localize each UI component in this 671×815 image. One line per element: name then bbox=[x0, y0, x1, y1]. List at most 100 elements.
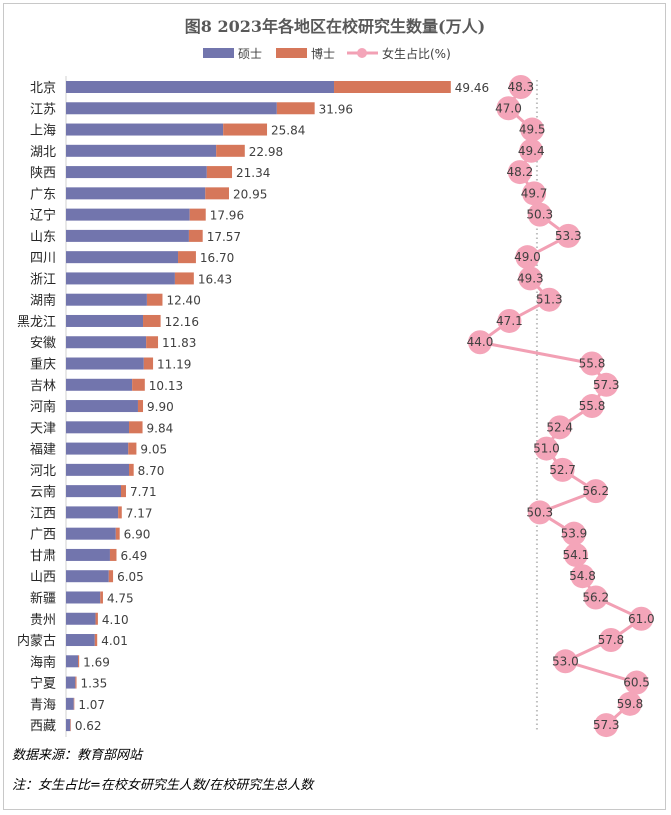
category-label: 宁夏 bbox=[30, 676, 56, 692]
bar-master bbox=[66, 485, 122, 498]
legend-swatch-master bbox=[203, 48, 234, 58]
category-label: 内蒙古 bbox=[17, 633, 56, 649]
female-ratio-marker bbox=[507, 160, 532, 185]
bar-master bbox=[66, 272, 175, 285]
female-ratio-label: 48.3 bbox=[507, 80, 534, 94]
bar-phd bbox=[95, 612, 98, 625]
bar-phd bbox=[174, 272, 194, 285]
bar-master bbox=[66, 229, 189, 242]
female-ratio-label: 57.3 bbox=[593, 718, 620, 732]
category-label: 北京 bbox=[30, 81, 56, 96]
female-ratio-marker bbox=[497, 308, 522, 333]
female-ratio-label: 55.8 bbox=[579, 399, 606, 413]
category-label: 新疆 bbox=[30, 590, 56, 606]
footer-source: 数据来源：教育部网站 bbox=[12, 748, 143, 763]
legend-label-female: 女生占比(%) bbox=[382, 46, 451, 61]
female-ratio-label: 50.3 bbox=[526, 208, 553, 222]
bar-phd bbox=[188, 229, 203, 242]
bar-phd bbox=[70, 719, 71, 732]
total-label: 12.16 bbox=[165, 315, 199, 329]
total-label: 25.84 bbox=[271, 124, 305, 138]
bar-phd bbox=[109, 548, 117, 561]
female-ratio-label: 60.5 bbox=[623, 676, 650, 690]
bar-phd bbox=[121, 485, 126, 498]
female-ratio-marker bbox=[579, 394, 604, 419]
bar-master bbox=[66, 336, 147, 349]
bar-phd bbox=[94, 634, 98, 647]
category-label: 海南 bbox=[30, 654, 56, 670]
bar-phd bbox=[276, 102, 315, 115]
bar-phd bbox=[143, 357, 154, 370]
female-ratio-marker bbox=[508, 75, 533, 99]
bar-master bbox=[66, 548, 110, 561]
bar-master bbox=[66, 123, 224, 136]
female-ratio-marker bbox=[563, 542, 588, 567]
category-label: 青海 bbox=[30, 698, 56, 713]
bar-phd bbox=[75, 676, 77, 689]
female-ratio-label: 53.9 bbox=[561, 527, 588, 541]
female-ratio-label: 49.5 bbox=[519, 123, 546, 137]
total-label: 16.70 bbox=[200, 251, 234, 265]
female-ratio-label: 55.8 bbox=[579, 357, 606, 371]
female-ratio-marker bbox=[594, 372, 619, 397]
female-ratio-marker bbox=[617, 691, 642, 716]
female-ratio-label: 49.0 bbox=[514, 250, 541, 264]
female-ratio-marker bbox=[468, 330, 492, 355]
category-label: 吉林 bbox=[30, 379, 56, 394]
female-ratio-marker bbox=[561, 521, 586, 546]
total-label: 6.05 bbox=[117, 570, 144, 584]
total-label: 11.19 bbox=[157, 358, 191, 372]
chart-title: 图8 2023年各地区在校研究生数量(万人) bbox=[185, 17, 485, 36]
category-label: 安徽 bbox=[30, 336, 56, 351]
category-label: 广东 bbox=[30, 187, 56, 202]
bar-phd bbox=[132, 378, 145, 391]
bar-phd bbox=[146, 336, 159, 349]
female-ratio-marker bbox=[537, 287, 562, 312]
bar-phd bbox=[115, 527, 120, 540]
category-label: 重庆 bbox=[30, 357, 56, 373]
category-label: 天津 bbox=[30, 421, 56, 436]
total-label: 8.70 bbox=[138, 464, 165, 478]
total-label: 4.75 bbox=[107, 591, 134, 605]
bar-master bbox=[66, 506, 119, 519]
category-label: 黑龙江 bbox=[17, 315, 56, 330]
female-ratio-label: 54.8 bbox=[569, 569, 596, 583]
bar-phd bbox=[137, 400, 144, 413]
bar-phd bbox=[189, 208, 206, 221]
total-label: 22.98 bbox=[249, 145, 283, 159]
bar-master bbox=[66, 208, 190, 221]
female-ratio-marker bbox=[570, 564, 595, 589]
total-label: 6.49 bbox=[120, 549, 147, 563]
bar-master bbox=[66, 655, 79, 668]
category-label: 湖南 bbox=[30, 293, 56, 309]
bar-phd bbox=[223, 123, 268, 136]
total-label: 16.43 bbox=[198, 272, 232, 286]
total-label: 6.90 bbox=[124, 528, 151, 542]
bar-phd bbox=[205, 187, 229, 200]
bar-master bbox=[66, 719, 71, 732]
bar-phd bbox=[129, 463, 134, 476]
bar-master bbox=[66, 442, 129, 455]
female-ratio-label: 49.4 bbox=[518, 144, 545, 158]
female-ratio-marker bbox=[547, 415, 572, 440]
bar-master bbox=[66, 81, 335, 93]
female-ratio-marker bbox=[515, 245, 540, 270]
female-ratio-marker bbox=[598, 628, 623, 653]
female-ratio-marker bbox=[553, 649, 578, 674]
female-ratio-label: 47.0 bbox=[495, 101, 522, 115]
category-label: 陕西 bbox=[30, 166, 56, 181]
bar-master bbox=[66, 314, 144, 327]
female-ratio-marker bbox=[520, 117, 545, 142]
bar-master bbox=[66, 293, 147, 306]
bar-master bbox=[66, 166, 207, 179]
bar-master bbox=[66, 612, 96, 625]
category-label: 云南 bbox=[30, 484, 56, 500]
female-ratio-label: 56.2 bbox=[582, 590, 609, 604]
total-label: 9.84 bbox=[147, 421, 174, 435]
footer-note: 注：女生占比=在校女研究生人数/在校研究生总人数 bbox=[12, 778, 314, 793]
legend-swatch-phd bbox=[276, 48, 307, 58]
category-label: 福建 bbox=[30, 443, 56, 458]
female-ratio-marker bbox=[550, 457, 575, 482]
bar-master bbox=[66, 676, 76, 689]
